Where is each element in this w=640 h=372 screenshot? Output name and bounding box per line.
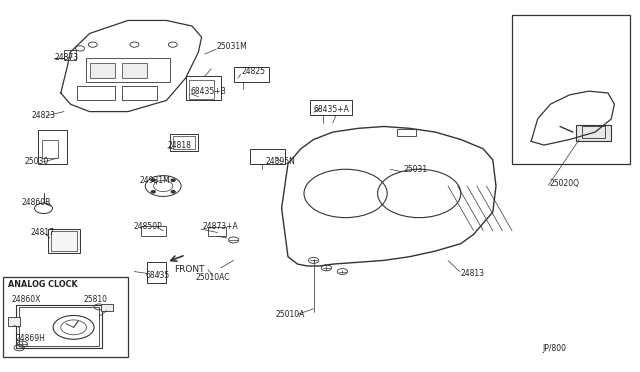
Bar	[186, 76, 221, 100]
Text: 68435: 68435	[146, 271, 170, 280]
Bar	[101, 304, 113, 311]
Bar	[397, 129, 416, 136]
Bar	[250, 149, 285, 164]
Text: 24873+A: 24873+A	[202, 222, 238, 231]
Text: FRONT: FRONT	[174, 265, 205, 274]
Bar	[77, 86, 115, 100]
Bar	[3, 277, 128, 357]
Text: 25031: 25031	[403, 165, 428, 174]
Text: 24817: 24817	[31, 228, 55, 237]
Bar	[582, 126, 605, 138]
Text: 24850P: 24850P	[133, 222, 162, 231]
Bar	[64, 50, 76, 60]
Text: 24818: 24818	[168, 141, 191, 150]
Text: 68435+A: 68435+A	[314, 105, 349, 114]
Circle shape	[151, 191, 155, 193]
Bar	[310, 100, 352, 115]
Bar	[8, 317, 20, 326]
Text: 25031M: 25031M	[216, 42, 247, 51]
Text: 68435+B: 68435+B	[191, 87, 227, 96]
Text: 24825: 24825	[242, 67, 266, 76]
Bar	[16, 305, 102, 348]
Text: 24860X: 24860X	[12, 295, 41, 304]
Bar	[189, 80, 214, 99]
Bar	[19, 307, 99, 346]
Bar	[48, 229, 80, 253]
Bar	[90, 63, 115, 78]
Text: 25010A: 25010A	[275, 310, 305, 319]
Bar	[122, 63, 147, 78]
Bar	[147, 262, 166, 283]
Text: 25810: 25810	[83, 295, 108, 304]
Bar	[173, 136, 195, 149]
Bar	[170, 134, 198, 151]
Text: 25010AC: 25010AC	[195, 273, 230, 282]
Text: 24869H: 24869H	[16, 334, 46, 343]
Text: ANALOG CLOCK: ANALOG CLOCK	[8, 280, 78, 289]
Bar	[122, 86, 157, 100]
Text: 24860B: 24860B	[22, 198, 51, 207]
Text: 24873: 24873	[54, 53, 79, 62]
Text: JP/800: JP/800	[543, 344, 567, 353]
Text: 25020Q: 25020Q	[549, 179, 579, 187]
Text: 24813: 24813	[461, 269, 485, 278]
Bar	[42, 140, 58, 158]
Bar	[86, 58, 170, 82]
Text: 24895N: 24895N	[266, 157, 296, 166]
Text: 25030: 25030	[24, 157, 49, 166]
Bar	[38, 130, 67, 164]
Circle shape	[151, 179, 155, 181]
Bar	[234, 67, 269, 82]
Bar	[208, 227, 226, 236]
Circle shape	[172, 191, 175, 193]
Circle shape	[172, 179, 175, 181]
Text: 24931M: 24931M	[140, 176, 170, 185]
Bar	[141, 226, 166, 236]
Bar	[512, 15, 630, 164]
Bar	[51, 231, 77, 251]
Text: 24823: 24823	[32, 111, 56, 120]
Bar	[576, 125, 611, 141]
